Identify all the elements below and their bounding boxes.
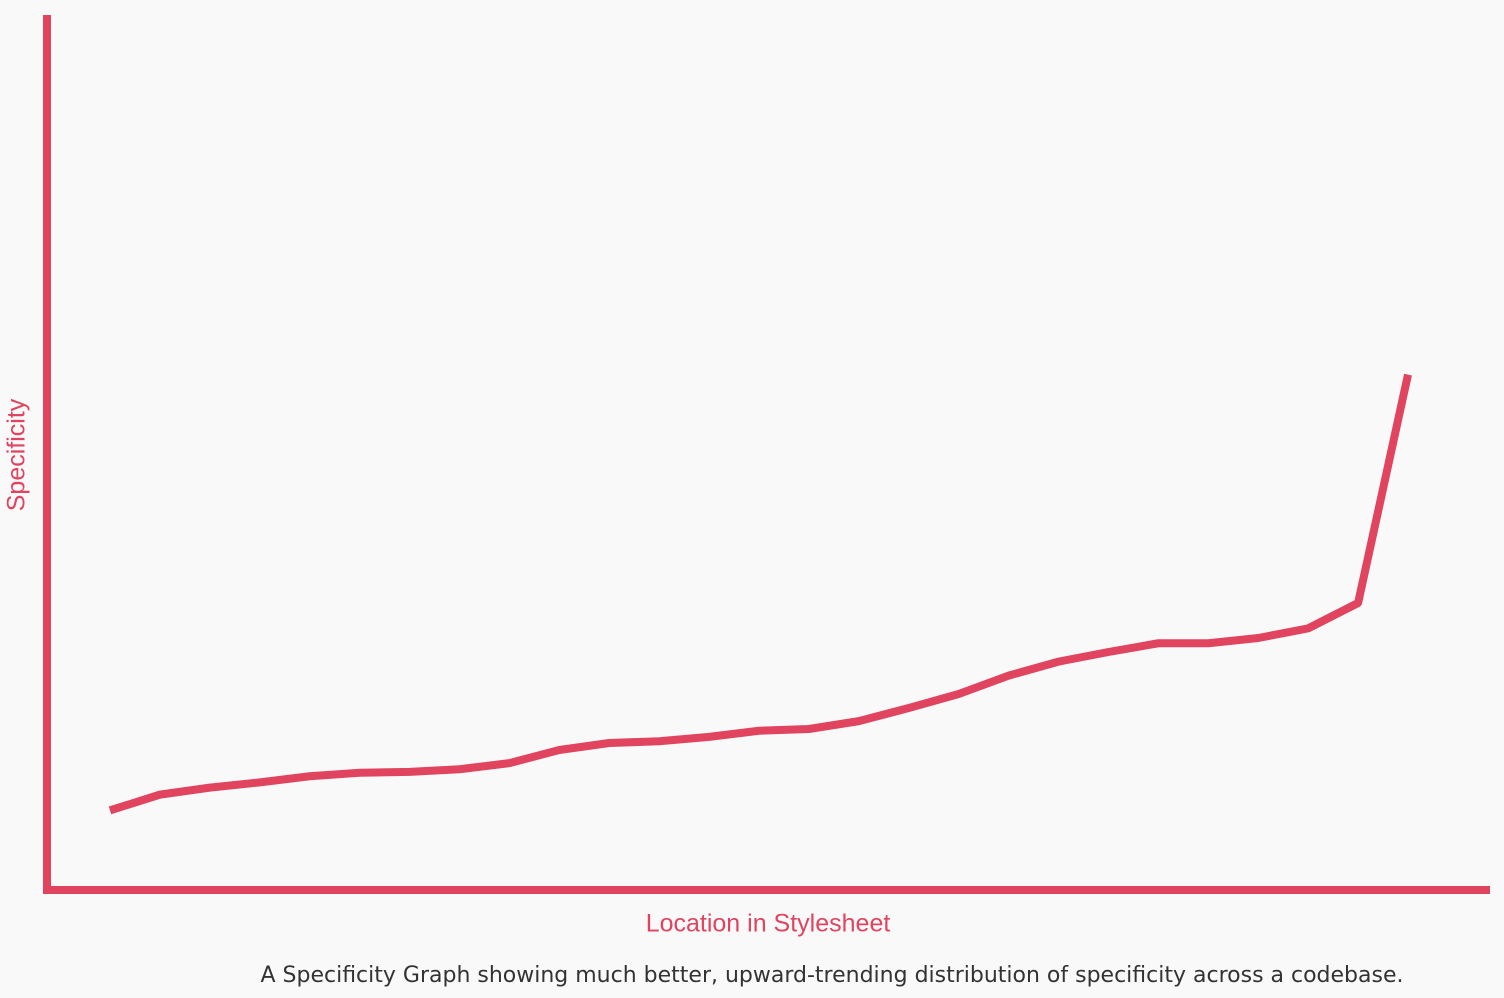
line — [108, 373, 1412, 815]
x-axis-label: Location in Stylesheet — [646, 910, 891, 938]
y-axis-label: Specificity — [3, 398, 31, 511]
caption: A Specificity Graph showing much better,… — [260, 963, 1403, 988]
